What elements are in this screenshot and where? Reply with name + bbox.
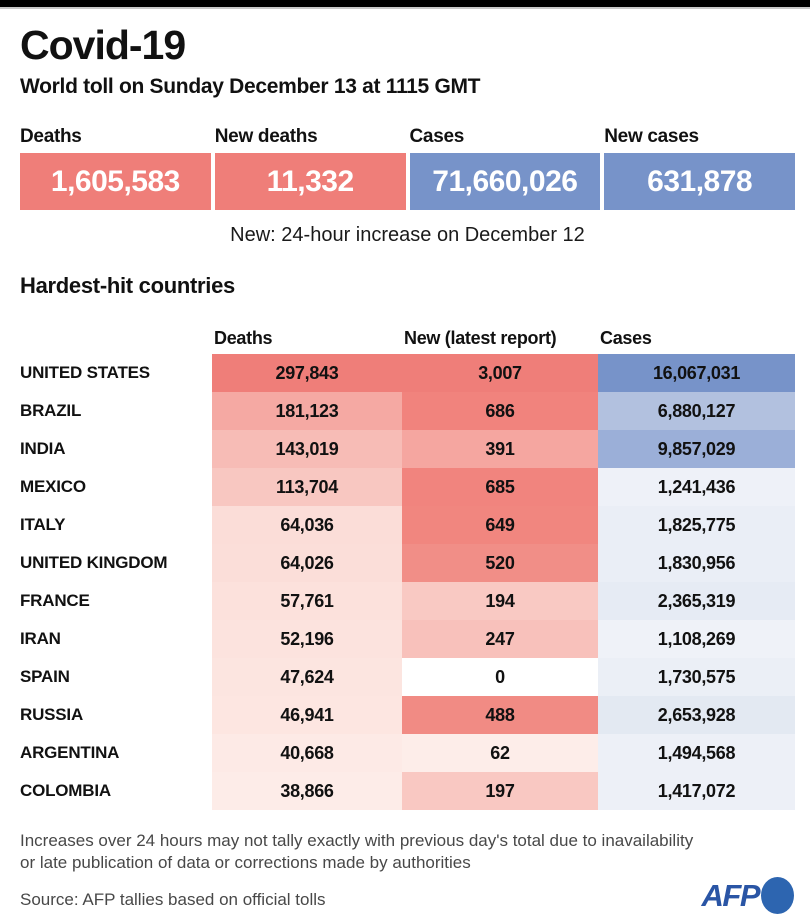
cases-cell: 2,365,319 [598, 582, 795, 620]
country-label: INDIA [20, 439, 66, 458]
new-cell: 488 [402, 696, 598, 734]
country-label: UNITED STATES [20, 363, 150, 382]
table-row: UNITED STATES 297,843 3,007 16,067,031 [20, 354, 795, 392]
summary-box-value: 71,660,026 [409, 153, 601, 210]
afp-logo-text: AFP [701, 877, 761, 913]
new-cell: 520 [402, 544, 598, 582]
table-row: RUSSIA 46,941 488 2,653,928 [20, 696, 795, 734]
new-cell: 197 [402, 772, 598, 810]
content-area: Covid-19 World toll on Sunday December 1… [0, 23, 810, 910]
table-row: COLOMBIA 38,866 197 1,417,072 [20, 772, 795, 810]
new-cell: 247 [402, 620, 598, 658]
country-label: ITALY [20, 515, 66, 534]
new-cell: 685 [402, 468, 598, 506]
disclaimer-line-1: Increases over 24 hours may not tally ex… [20, 831, 694, 850]
summary-note: New: 24-hour increase on December 12 [230, 224, 585, 246]
new-cell: 391 [402, 430, 598, 468]
cases-cell: 2,653,928 [598, 696, 795, 734]
table-header-spacer [20, 328, 212, 349]
table-row: SPAIN 47,624 0 1,730,575 [20, 658, 795, 696]
table-row: ARGENTINA 40,668 62 1,494,568 [20, 734, 795, 772]
table-row: FRANCE 57,761 194 2,365,319 [20, 582, 795, 620]
deaths-cell: 181,123 [212, 392, 402, 430]
country-label: UNITED KINGDOM [20, 553, 168, 572]
afp-logo: AFP [701, 877, 794, 914]
cases-cell: 1,494,568 [598, 734, 795, 772]
deaths-cell: 57,761 [212, 582, 402, 620]
deaths-cell: 40,668 [212, 734, 402, 772]
new-cell: 3,007 [402, 354, 598, 392]
deaths-cell: 113,704 [212, 468, 402, 506]
summary-box-value: 1,605,583 [20, 153, 211, 210]
country-label: RUSSIA [20, 705, 84, 724]
country-label: SPAIN [20, 667, 70, 686]
new-cell: 0 [402, 658, 598, 696]
source-text: Source: AFP tallies based on official to… [20, 890, 326, 909]
deaths-cell: 52,196 [212, 620, 402, 658]
country-label: ARGENTINA [20, 743, 120, 762]
table-row: BRAZIL 181,123 686 6,880,127 [20, 392, 795, 430]
deaths-cell: 64,036 [212, 506, 402, 544]
new-cell: 686 [402, 392, 598, 430]
deaths-cell: 46,941 [212, 696, 402, 734]
top-bar [0, 0, 810, 9]
table-row: UNITED KINGDOM 64,026 520 1,830,956 [20, 544, 795, 582]
deaths-cell: 143,019 [212, 430, 402, 468]
country-label: MEXICO [20, 477, 86, 496]
cases-cell: 1,241,436 [598, 468, 795, 506]
summary-box-label: Deaths [20, 126, 82, 147]
cases-cell: 1,825,775 [598, 506, 795, 544]
cases-cell: 1,108,269 [598, 620, 795, 658]
deaths-cell: 47,624 [212, 658, 402, 696]
summary-box-label: Cases [409, 126, 465, 147]
summary-box-label: New deaths [214, 126, 318, 147]
deaths-cell: 64,026 [212, 544, 402, 582]
page-subtitle: World toll on Sunday December 13 at 1115… [20, 75, 481, 98]
cases-cell: 16,067,031 [598, 354, 795, 392]
deaths-cell: 297,843 [212, 354, 402, 392]
new-cell: 194 [402, 582, 598, 620]
summary-box-value: 631,878 [604, 153, 795, 210]
disclaimer-line-2: or late publication of data or correctio… [20, 853, 471, 872]
deaths-cell: 38,866 [212, 772, 402, 810]
cases-cell: 9,857,029 [598, 430, 795, 468]
cases-cell: 1,417,072 [598, 772, 795, 810]
summary-box-value: 11,332 [214, 153, 406, 210]
table-row: IRAN 52,196 247 1,108,269 [20, 620, 795, 658]
summary-labels: Deaths New deaths Cases New cases [20, 126, 795, 148]
country-label: BRAZIL [20, 401, 82, 420]
new-cell: 62 [402, 734, 598, 772]
table-row: ITALY 64,036 649 1,825,775 [20, 506, 795, 544]
section-title: Hardest-hit countries [20, 273, 235, 298]
table-row: MEXICO 113,704 685 1,241,436 [20, 468, 795, 506]
table-row: INDIA 143,019 391 9,857,029 [20, 430, 795, 468]
country-label: FRANCE [20, 591, 90, 610]
globe-icon [761, 877, 794, 914]
new-cell: 649 [402, 506, 598, 544]
table-column-header-1: New (latest report) [404, 328, 557, 348]
summary-box-label: New cases [604, 126, 699, 147]
country-label: IRAN [20, 629, 61, 648]
table-header: Deaths New (latest report) Cases [20, 328, 795, 349]
page-title: Covid-19 [20, 22, 186, 68]
table-column-header-0: Deaths [214, 328, 273, 348]
cases-cell: 6,880,127 [598, 392, 795, 430]
table-body: UNITED STATES 297,843 3,007 16,067,031 BRAZI… [20, 354, 795, 810]
table-column-header-2: Cases [600, 328, 652, 348]
summary-boxes: 1,605,583 11,332 71,660,026 631,878 [20, 153, 795, 210]
cases-cell: 1,730,575 [598, 658, 795, 696]
country-label: COLOMBIA [20, 781, 111, 800]
disclaimer-text: Increases over 24 hours may not tally ex… [20, 830, 795, 874]
cases-cell: 1,830,956 [598, 544, 795, 582]
